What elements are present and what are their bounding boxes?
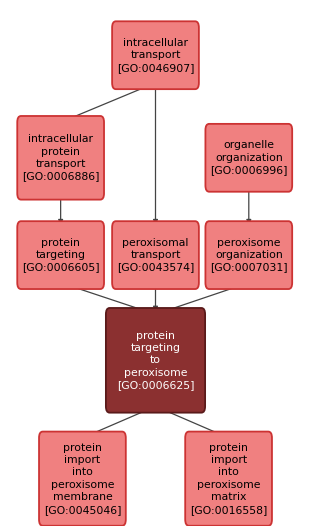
- FancyBboxPatch shape: [112, 21, 199, 89]
- FancyBboxPatch shape: [17, 221, 104, 289]
- Text: protein
import
into
peroxisome
membrane
[GO:0045046]: protein import into peroxisome membrane …: [44, 443, 121, 514]
- FancyBboxPatch shape: [17, 116, 104, 200]
- Text: intracellular
protein
transport
[GO:0006886]: intracellular protein transport [GO:0006…: [22, 134, 100, 181]
- FancyBboxPatch shape: [185, 431, 272, 526]
- Text: protein
targeting
[GO:0006605]: protein targeting [GO:0006605]: [22, 238, 100, 272]
- FancyBboxPatch shape: [112, 221, 199, 289]
- Text: protein
import
into
peroxisome
matrix
[GO:0016558]: protein import into peroxisome matrix [G…: [190, 443, 267, 514]
- Text: protein
targeting
to
peroxisome
[GO:0006625]: protein targeting to peroxisome [GO:0006…: [117, 330, 194, 390]
- FancyBboxPatch shape: [206, 124, 292, 192]
- FancyBboxPatch shape: [39, 431, 126, 526]
- FancyBboxPatch shape: [206, 221, 292, 289]
- Text: intracellular
transport
[GO:0046907]: intracellular transport [GO:0046907]: [117, 38, 194, 73]
- FancyBboxPatch shape: [106, 308, 205, 412]
- Text: organelle
organization
[GO:0006996]: organelle organization [GO:0006996]: [210, 140, 288, 175]
- Text: peroxisome
organization
[GO:0007031]: peroxisome organization [GO:0007031]: [210, 238, 288, 272]
- Text: peroxisomal
transport
[GO:0043574]: peroxisomal transport [GO:0043574]: [117, 238, 194, 272]
